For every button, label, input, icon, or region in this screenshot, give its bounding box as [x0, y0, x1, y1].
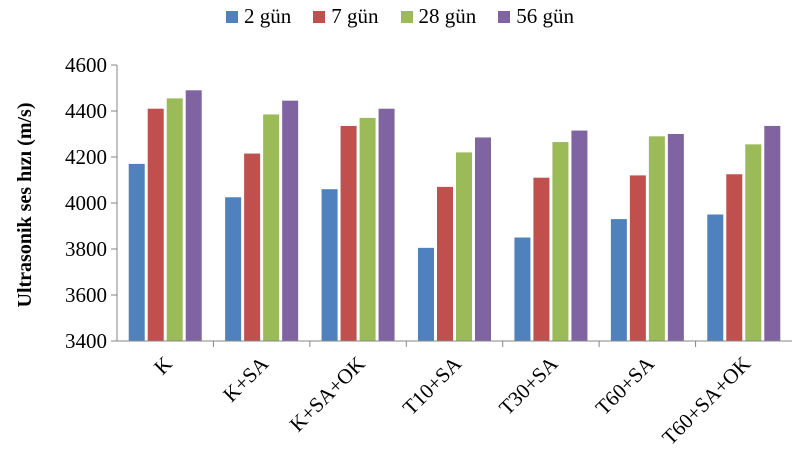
legend-label: 56 gün [516, 4, 574, 28]
bar [552, 142, 569, 341]
bar [610, 219, 627, 341]
bar [128, 163, 145, 341]
bar [667, 134, 684, 341]
x-tick-label: T30+SA [494, 351, 563, 420]
bar [340, 125, 357, 341]
bar [244, 153, 261, 341]
bar [456, 152, 472, 341]
legend-item: 28 gün [400, 4, 477, 29]
x-tick-label: K+SA [218, 351, 274, 407]
x-tick-label: K+SA+OK [285, 352, 370, 437]
y-tick-label: 3600 [65, 283, 107, 307]
bar [418, 247, 434, 341]
legend-swatch [313, 10, 326, 23]
bar [263, 114, 280, 341]
x-tick-label: T10+SA [398, 351, 467, 420]
bar [321, 189, 338, 341]
bars [128, 90, 781, 342]
bar [359, 117, 376, 342]
bar [147, 108, 164, 341]
bar [185, 90, 202, 341]
x-tick-label: T60+SA+OK [657, 352, 755, 450]
y-tick-label: 4600 [65, 53, 107, 77]
legend-item: 2 gün [226, 4, 291, 29]
bar [764, 125, 781, 341]
bar [437, 186, 453, 341]
bar [707, 214, 724, 341]
legend-swatch [498, 10, 511, 23]
legend-label: 2 gün [244, 4, 292, 28]
y-tick-label: 4000 [65, 191, 107, 215]
legend-swatch [400, 10, 413, 23]
bar [726, 174, 743, 341]
y-axis-label: Ultrasonik ses hızı (m/s) [14, 103, 36, 308]
y-axis: 3400 3600 3800 4000 4200 4400 4600 [65, 53, 118, 353]
bar [475, 137, 491, 341]
y-tick-label: 3400 [65, 329, 107, 353]
bar [533, 177, 550, 341]
bar [648, 136, 665, 341]
legend-label: 7 gün [331, 4, 379, 28]
legend-item: 56 gün [498, 4, 574, 29]
bar [514, 237, 531, 341]
bar [166, 98, 183, 341]
bar [745, 144, 762, 341]
legend: 2 gün 7 gün 28 gün 56 gün [0, 4, 800, 29]
legend-item: 7 gün [313, 4, 379, 29]
bar [629, 175, 646, 341]
bar [225, 197, 242, 341]
bar [571, 130, 588, 341]
x-tick-label: K [149, 352, 177, 380]
y-tick-label: 4200 [65, 145, 107, 169]
legend-swatch [226, 10, 238, 23]
y-tick-label: 3800 [65, 237, 107, 261]
y-tick-label: 4400 [65, 99, 107, 123]
bar [282, 100, 299, 342]
bar [378, 108, 395, 341]
legend-label: 28 gün [418, 4, 477, 28]
x-tick-label: T60+SA [591, 351, 660, 420]
